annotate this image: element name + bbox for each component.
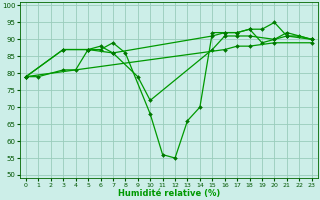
X-axis label: Humidité relative (%): Humidité relative (%)	[118, 189, 220, 198]
